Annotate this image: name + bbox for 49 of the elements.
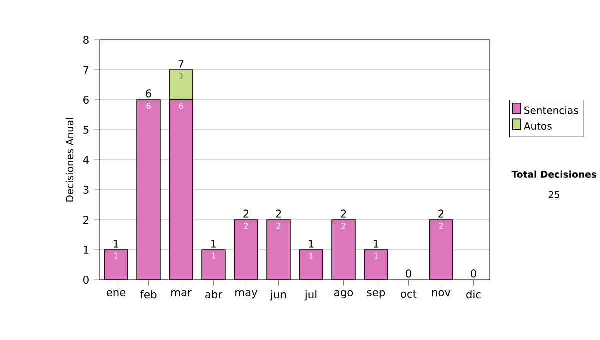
total-label: 2: [438, 210, 444, 218]
total-label: 1: [374, 240, 379, 248]
x-tick-label: abr: [206, 290, 223, 299]
y-tick-label: 0: [84, 276, 89, 284]
x-tick-label: ene: [106, 290, 126, 297]
x-tick-label: jun: [270, 290, 286, 301]
x-tick-label: jul: [304, 290, 317, 301]
total-label: 7: [178, 60, 184, 68]
y-tick-label: 5: [84, 126, 89, 134]
data-label: 2: [342, 222, 346, 229]
data-label: 1: [180, 72, 184, 79]
y-axis-title: Decisiones Anual: [66, 118, 74, 202]
total-label: 2: [276, 210, 282, 218]
total-label: 0: [471, 270, 476, 278]
x-tick-label: ago: [334, 290, 354, 299]
x-tick-label: dic: [466, 290, 481, 299]
legend-label: Autos: [524, 122, 552, 130]
total-label: 1: [212, 240, 216, 248]
data-label: 1: [212, 252, 216, 259]
data-label: 1: [374, 252, 378, 259]
y-tick-label: 8: [84, 36, 89, 44]
legend-label: Sentencias: [524, 106, 578, 114]
x-tick-label: sep: [367, 290, 386, 299]
total-label: 1: [114, 240, 119, 248]
y-tick-label: 1: [84, 246, 89, 254]
total-label: 0: [406, 270, 412, 278]
y-tick-label: 7: [84, 66, 89, 74]
y-tick-label: 2: [84, 216, 89, 224]
y-tick-label: 4: [83, 156, 90, 164]
y-tick-label: 6: [84, 96, 89, 104]
x-tick-label: nov: [432, 290, 451, 297]
data-label: 1: [310, 252, 314, 259]
x-tick-label: feb: [140, 290, 157, 299]
data-label: 2: [244, 222, 248, 229]
x-tick-label: mar: [172, 290, 192, 297]
text: Total Decisiones: [512, 170, 597, 178]
data-label: 2: [276, 222, 280, 229]
data-label: 1: [114, 252, 118, 259]
total-label: 1: [309, 240, 314, 248]
x-tick-label: oct: [401, 290, 417, 298]
x-tick-label: may: [236, 290, 258, 299]
total-label: 2: [341, 210, 346, 218]
total-label: 2: [244, 210, 249, 218]
data-label: 6: [179, 102, 184, 109]
y-tick-label: 3: [84, 186, 89, 194]
data-label: 2: [439, 222, 443, 229]
text: 25: [549, 191, 560, 198]
total-label: 6: [146, 90, 152, 98]
data-label: 6: [146, 102, 151, 109]
